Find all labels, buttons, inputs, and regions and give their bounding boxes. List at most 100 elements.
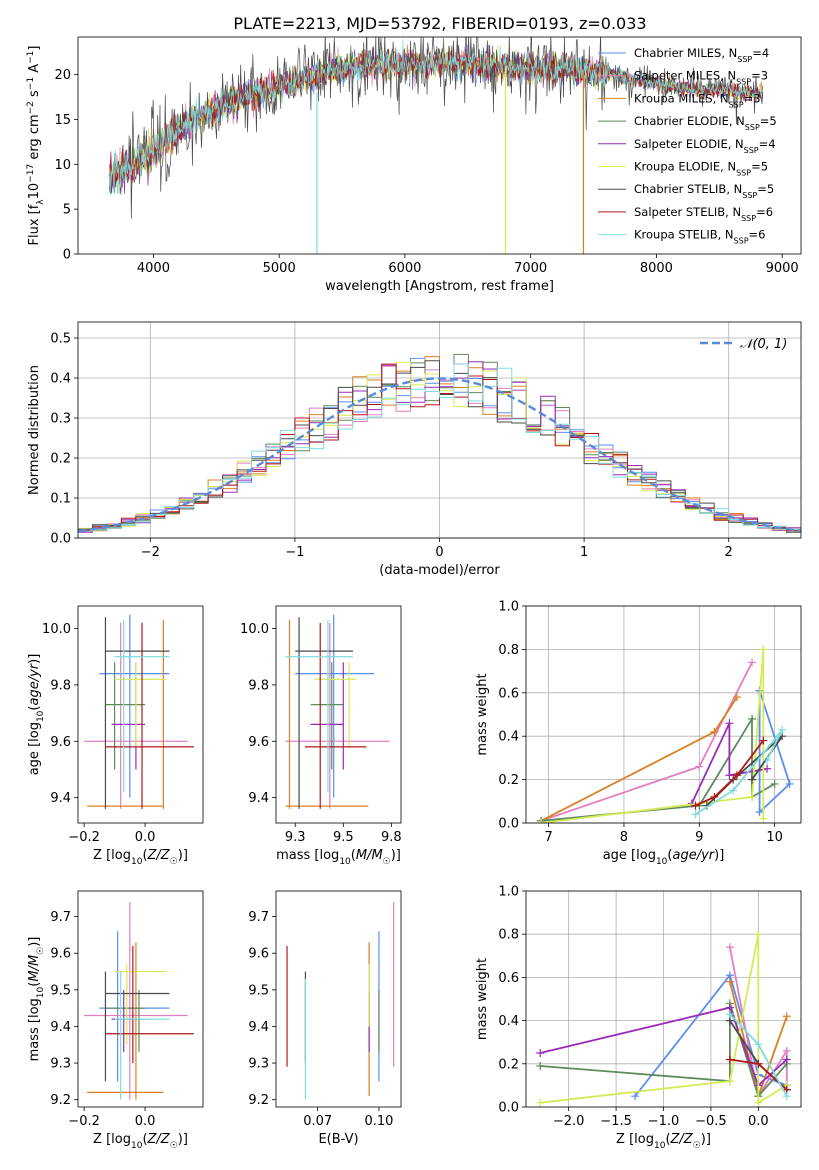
legend-entry: Chabrier MILES, NSSP=4 — [634, 46, 769, 64]
errorbar-point — [111, 662, 146, 770]
legend-entry: Salpeter MILES, NSSP=3 — [634, 69, 768, 87]
x-axis-label: wavelength [Angstrom, rest frame] — [325, 279, 554, 294]
errorbar-point — [111, 989, 146, 1053]
y-tick-label: 9.2 — [50, 1093, 71, 1108]
weight-marker — [782, 1046, 791, 1055]
y-tick-label: 0 — [63, 248, 71, 263]
x-tick-label: 2 — [725, 545, 733, 560]
x-tick-label: 6000 — [388, 261, 421, 276]
residuals-panel: −2 −1 0 1 2 0.0 0.1 0.2 0.3 0.4 0.5 (data-model)/er… — [27, 321, 802, 578]
y-tick-label: 9.4 — [50, 1020, 71, 1035]
spectrum-panel: 4000 5000 6000 7000 8000 9000 0 5 10 15 20 waveleng… — [26, 36, 802, 294]
y-tick-label: 0.4 — [50, 372, 71, 387]
errorbar-point — [114, 964, 167, 1045]
errorbar-point — [104, 971, 170, 1082]
y-tick-label: 0.0 — [498, 817, 519, 832]
weight-marker — [631, 1092, 640, 1101]
weight-marker — [725, 1010, 734, 1019]
errorbar-point — [285, 620, 353, 792]
y-tick-label: 0.2 — [50, 452, 71, 467]
y-tick-label: 1.0 — [498, 600, 519, 615]
weight-series-line — [695, 729, 784, 816]
y-tick-label: 9.5 — [50, 983, 71, 998]
y-tick-label: 9.8 — [50, 678, 71, 693]
plot-area — [78, 353, 801, 538]
errorbar-point — [310, 662, 344, 770]
x-tick-label: 9 — [695, 830, 703, 845]
x-tick-label: 0.0 — [135, 1114, 156, 1129]
axes-frame — [77, 890, 204, 1108]
weight-marker — [782, 1092, 791, 1101]
weight-marker — [778, 725, 787, 734]
x-axis-label: mass [log10(M/M☉)] — [276, 848, 401, 867]
errorbar-point — [304, 622, 367, 809]
legend-entry: Salpeter STELIB, NSSP=6 — [634, 205, 773, 223]
y-tick-label: 9.6 — [248, 947, 269, 962]
y-tick-label: 9.6 — [50, 947, 71, 962]
weight-marker — [725, 943, 734, 952]
weight-vs-age-panel: 7 8 9 10 0.0 0.2 0.4 0.6 0.8 1.0 age [log10(age/yr… — [475, 600, 802, 867]
x-tick-label: −0.5 — [695, 1114, 727, 1129]
plot-area — [285, 614, 390, 809]
y-tick-label: 10.0 — [42, 622, 71, 637]
x-tick-label: −2.0 — [553, 1114, 585, 1129]
weight-marker — [763, 764, 772, 773]
y-tick-label: 0.2 — [498, 773, 519, 788]
plot-area — [286, 901, 395, 1100]
legend: Chabrier MILES, NSSP=4 Salpeter MILES, NS… — [598, 46, 777, 245]
axes-frame — [275, 890, 402, 1108]
normal-reference-curve — [78, 377, 801, 533]
y-tick-label: 9.4 — [248, 1020, 269, 1035]
errorbar-point — [105, 622, 194, 809]
x-tick-label: 8000 — [640, 261, 673, 276]
weight-series-line — [541, 715, 776, 822]
x-tick-label: 0.0 — [135, 830, 156, 845]
x-tick-label: 1 — [580, 545, 588, 560]
weight-marker — [782, 1055, 791, 1064]
axes-frame — [525, 605, 802, 824]
plot-area — [84, 901, 194, 1100]
weight-marker — [710, 792, 719, 801]
x-tick-label: 0.0 — [748, 1114, 769, 1129]
weight-marker — [725, 719, 734, 728]
weight-marker — [725, 977, 734, 986]
legend-entry: Kroupa MILES, NSSP=3 — [634, 91, 761, 109]
x-axis-label: (data-model)/error — [379, 563, 500, 578]
weight-marker — [536, 1049, 545, 1057]
x-tick-label: 4000 — [137, 261, 170, 276]
weight-marker — [759, 645, 768, 654]
x-tick-label: 8 — [620, 830, 628, 845]
plot-area — [84, 614, 194, 809]
y-axis-label: mass weight — [475, 958, 490, 1040]
weight-marker — [536, 1061, 545, 1070]
axes-frame — [525, 890, 802, 1108]
errorbar-point — [104, 617, 170, 809]
y-tick-label: 9.3 — [248, 1057, 269, 1072]
weight-vs-z-panel: −2.0 −1.5 −1.0 −0.5 0.0 0.0 0.2 0.4 0.6 0.8 1.0 Z [… — [475, 885, 802, 1151]
legend-entry: Chabrier ELODIE, NSSP=5 — [634, 114, 777, 132]
y-tick-label: 9.2 — [248, 1093, 269, 1108]
figure-title: PLATE=2213, MJD=53792, FIBERID=0193, z=0… — [233, 14, 646, 33]
weight-marker — [785, 779, 794, 788]
x-tick-label: −1.0 — [648, 1114, 680, 1129]
y-tick-label: 10 — [54, 158, 71, 173]
x-tick-label: −1 — [285, 545, 304, 560]
y-axis-label: mass [log10(M/M☉)] — [27, 937, 46, 1062]
y-axis-label: Normed distribution — [27, 365, 42, 495]
y-tick-label: 1.0 — [498, 885, 519, 900]
errorbar-point — [99, 931, 170, 1082]
y-tick-label: 0.8 — [498, 928, 519, 943]
weight-marker — [537, 819, 546, 823]
mass-vs-z-panel: −0.2 0.0 9.2 9.3 9.4 9.5 9.6 9.7 Z [log10(Z/Z☉)]… — [27, 890, 204, 1151]
y-tick-label: 9.6 — [50, 735, 71, 750]
plot-area — [537, 645, 794, 823]
weight-series-line — [540, 649, 765, 823]
weight-marker — [691, 801, 700, 810]
y-tick-label: 9.4 — [50, 791, 71, 806]
weight-marker — [725, 1077, 734, 1086]
y-tick-label: 0.4 — [498, 1014, 519, 1029]
x-tick-label: 0.10 — [364, 1114, 393, 1129]
weight-marker — [710, 727, 719, 736]
errorbar-point — [105, 989, 146, 1053]
